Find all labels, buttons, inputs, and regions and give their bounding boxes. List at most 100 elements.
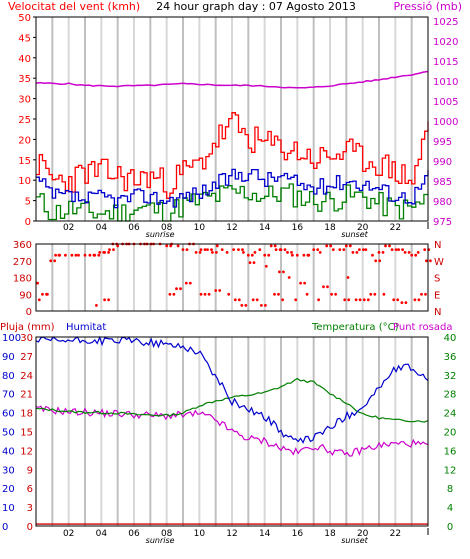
direction-point bbox=[410, 253, 414, 257]
direction-point bbox=[57, 253, 61, 257]
direction-point bbox=[250, 253, 254, 257]
direction-point bbox=[286, 251, 289, 254]
hour-tick-label: 08 bbox=[161, 223, 173, 233]
humidity-tick-label: 90 bbox=[2, 352, 15, 363]
direction-point bbox=[203, 292, 207, 296]
direction-point bbox=[225, 251, 229, 254]
direction-point bbox=[103, 298, 106, 302]
direction-point bbox=[326, 285, 329, 289]
direction-point bbox=[267, 253, 271, 257]
rain-axis-title: Pluja (mm) bbox=[0, 322, 55, 333]
direction-tick-label: 180 bbox=[13, 274, 32, 285]
direction-point bbox=[279, 248, 283, 252]
wind-tick-label: 5 bbox=[25, 197, 31, 208]
wind-frame bbox=[35, 16, 429, 222]
direction-point bbox=[263, 253, 267, 257]
wind-tick-label: 0 bbox=[25, 217, 31, 228]
direction-point bbox=[54, 253, 57, 257]
direction-point bbox=[248, 261, 252, 264]
direction-point bbox=[388, 244, 391, 248]
direction-point bbox=[277, 292, 280, 296]
direction-point bbox=[290, 251, 293, 254]
hour-tick-label: 12 bbox=[226, 223, 237, 233]
temperature-tick-label: 0 bbox=[447, 522, 453, 533]
direction-point bbox=[46, 292, 49, 296]
direction-point bbox=[210, 248, 213, 252]
direction-point bbox=[317, 298, 320, 302]
direction-point bbox=[227, 292, 231, 296]
wind-axis-title: Velocitat del vent (kmh) bbox=[8, 0, 140, 13]
rain-tick-label: 9 bbox=[27, 465, 33, 476]
direction-point bbox=[258, 248, 262, 252]
direction-tick-label: 90 bbox=[19, 290, 32, 301]
hour-tick-label: 12 bbox=[226, 529, 237, 539]
sunset-label: sunset bbox=[341, 536, 368, 545]
direction-point bbox=[291, 253, 294, 257]
hour-tick-label: 16 bbox=[292, 223, 304, 233]
hour-tick-label: 02 bbox=[63, 529, 74, 539]
direction-point bbox=[420, 292, 423, 296]
pressure-tick-label: 975 bbox=[433, 217, 452, 228]
temp-humidity-panel: Pluja (mm) Humitat Temperatura (°C)Punt ro… bbox=[0, 322, 456, 545]
direction-point bbox=[378, 259, 382, 263]
direction-point bbox=[232, 248, 236, 252]
pressure-tick-label: 1015 bbox=[433, 57, 458, 68]
direction-point bbox=[424, 292, 427, 296]
direction-point bbox=[64, 253, 67, 257]
direction-point bbox=[203, 248, 207, 252]
direction-point bbox=[70, 253, 74, 257]
direction-point bbox=[329, 244, 333, 248]
direction-point bbox=[274, 248, 278, 252]
direction-point bbox=[215, 244, 219, 248]
direction-point bbox=[384, 244, 387, 248]
direction-point bbox=[429, 259, 432, 263]
direction-point bbox=[302, 253, 306, 257]
direction-point bbox=[331, 248, 335, 252]
direction-point bbox=[260, 304, 263, 307]
direction-point bbox=[403, 251, 407, 254]
temperature-tick-label: 20 bbox=[444, 428, 457, 439]
direction-point bbox=[396, 298, 400, 302]
direction-point bbox=[264, 304, 267, 307]
direction-point bbox=[36, 281, 39, 285]
wind-tick-label: 15 bbox=[18, 156, 31, 167]
direction-point bbox=[103, 251, 106, 254]
hour-tick-label: 14 bbox=[259, 529, 271, 539]
direction-point bbox=[344, 244, 348, 248]
direction-point bbox=[181, 248, 185, 252]
humidity-tick-label: 20 bbox=[2, 484, 15, 495]
hour-tick-label: 18 bbox=[324, 529, 336, 539]
temperature-tick-label: 36 bbox=[444, 352, 457, 363]
temperature-tick-label: 24 bbox=[444, 409, 457, 420]
direction-point bbox=[241, 248, 244, 252]
sunrise-label: sunrise bbox=[146, 230, 175, 239]
humidity-tick-label: 100 bbox=[2, 333, 21, 344]
compass-label: S bbox=[434, 274, 440, 285]
direction-point bbox=[107, 298, 110, 302]
direction-point bbox=[95, 304, 98, 307]
direction-point bbox=[299, 281, 302, 285]
sunset-label: sunset bbox=[341, 230, 368, 239]
direction-point bbox=[199, 248, 203, 252]
direction-point bbox=[218, 289, 222, 292]
direction-point bbox=[240, 304, 244, 307]
hour-tick-label: 04 bbox=[96, 529, 108, 539]
sunrise-label: sunrise bbox=[146, 536, 175, 545]
direction-point bbox=[237, 248, 240, 252]
direction-point bbox=[374, 259, 378, 263]
hour-tick-label: 02 bbox=[63, 223, 74, 233]
wind-tick-label: 40 bbox=[18, 54, 31, 65]
direction-point bbox=[371, 253, 374, 257]
direction-point bbox=[338, 248, 342, 252]
humidity-tick-label: 50 bbox=[2, 428, 15, 439]
direction-point bbox=[364, 248, 368, 252]
direction-point bbox=[413, 298, 417, 302]
pressure-tick-label: 995 bbox=[433, 137, 452, 148]
pressure-tick-label: 1000 bbox=[433, 117, 458, 128]
direction-point bbox=[358, 298, 362, 302]
direction-point bbox=[112, 248, 115, 252]
direction-point bbox=[165, 244, 169, 248]
direction-point bbox=[414, 253, 418, 257]
direction-point bbox=[237, 298, 241, 302]
direction-point bbox=[342, 248, 346, 252]
